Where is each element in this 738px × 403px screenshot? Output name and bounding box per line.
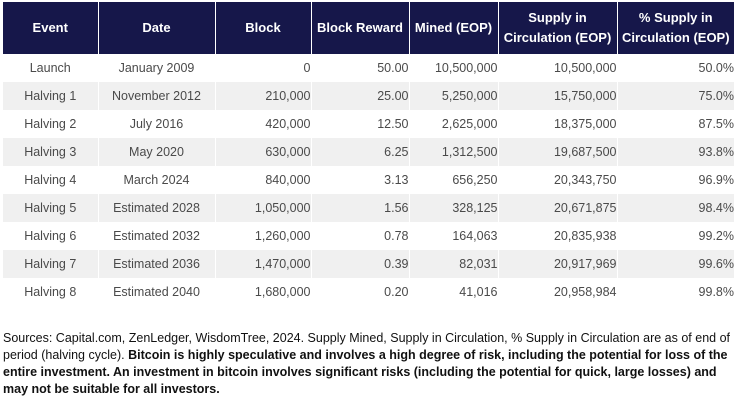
block-reward-cell: 12.50: [311, 110, 410, 138]
block-reward-cell: 6.25: [311, 138, 410, 166]
date-cell: March 2024: [98, 166, 216, 194]
date-cell: July 2016: [98, 110, 216, 138]
mined-cell: 328,125: [409, 194, 499, 222]
date-cell: January 2009: [98, 54, 216, 82]
header-row: Event Date Block Block Reward Mined (EOP) Sup…: [3, 2, 734, 54]
block-reward-cell: 25.00: [311, 82, 410, 110]
event-cell: Halving 5: [3, 194, 99, 222]
supply-cell: 15,750,000: [498, 82, 618, 110]
event-cell: Halving 2: [3, 110, 99, 138]
table-row: Halving 3 May 2020 630,000 6.25 1,312,500 19,…: [3, 138, 734, 166]
block-reward-cell: 0.20: [311, 278, 410, 306]
table-row: Halving 6 Estimated 2032 1,260,000 0.78 164,…: [3, 222, 734, 250]
event-cell: Halving 8: [3, 278, 99, 306]
block-reward-cell: 1.56: [311, 194, 410, 222]
footnote: Sources: Capital.com, ZenLedger, WisdomT…: [3, 330, 736, 398]
date-cell: May 2020: [98, 138, 216, 166]
pct-supply-cell: 99.6%: [617, 250, 734, 278]
table-body: Launch January 2009 0 50.00 10,500,000 10,500…: [3, 54, 734, 306]
mined-cell: 82,031: [409, 250, 499, 278]
header-pct-supply: % Supply in Circulation (EOP): [617, 2, 734, 54]
pct-supply-cell: 50.0%: [617, 54, 734, 82]
header-block-reward: Block Reward: [311, 2, 410, 54]
mined-cell: 5,250,000: [409, 82, 499, 110]
pct-supply-cell: 99.2%: [617, 222, 734, 250]
supply-cell: 10,500,000: [498, 54, 618, 82]
block-cell: 1,050,000: [215, 194, 312, 222]
event-cell: Halving 4: [3, 166, 99, 194]
date-cell: Estimated 2040: [98, 278, 216, 306]
mined-cell: 1,312,500: [409, 138, 499, 166]
footnote-sources: Sources: Capital.com, ZenLedger, WisdomT…: [3, 331, 730, 362]
supply-cell: 18,375,000: [498, 110, 618, 138]
pct-supply-cell: 99.8%: [617, 278, 734, 306]
event-cell: Halving 3: [3, 138, 99, 166]
header-event: Event: [3, 2, 99, 54]
event-cell: Launch: [3, 54, 99, 82]
footnote-disclaimer: Bitcoin is highly speculative and involv…: [3, 348, 728, 396]
block-cell: 1,470,000: [215, 250, 312, 278]
event-cell: Halving 6: [3, 222, 99, 250]
pct-supply-cell: 96.9%: [617, 166, 734, 194]
table-header: Event Date Block Block Reward Mined (EOP) Sup…: [3, 2, 734, 54]
supply-cell: 20,835,938: [498, 222, 618, 250]
date-cell: November 2012: [98, 82, 216, 110]
block-cell: 210,000: [215, 82, 312, 110]
block-cell: 630,000: [215, 138, 312, 166]
block-reward-cell: 0.78: [311, 222, 410, 250]
block-cell: 0: [215, 54, 312, 82]
event-cell: Halving 7: [3, 250, 99, 278]
supply-cell: 19,687,500: [498, 138, 618, 166]
header-mined: Mined (EOP): [409, 2, 499, 54]
date-cell: Estimated 2036: [98, 250, 216, 278]
mined-cell: 2,625,000: [409, 110, 499, 138]
block-cell: 1,680,000: [215, 278, 312, 306]
block-cell: 420,000: [215, 110, 312, 138]
table-row: Halving 4 March 2024 840,000 3.13 656,250 20,…: [3, 166, 734, 194]
mined-cell: 164,063: [409, 222, 499, 250]
table-row: Halving 7 Estimated 2036 1,470,000 0.39 82,0…: [3, 250, 734, 278]
block-reward-cell: 50.00: [311, 54, 410, 82]
date-cell: Estimated 2028: [98, 194, 216, 222]
pct-supply-cell: 98.4%: [617, 194, 734, 222]
date-cell: Estimated 2032: [98, 222, 216, 250]
block-reward-cell: 0.39: [311, 250, 410, 278]
supply-cell: 20,343,750: [498, 166, 618, 194]
pct-supply-cell: 75.0%: [617, 82, 734, 110]
pct-supply-cell: 93.8%: [617, 138, 734, 166]
mined-cell: 10,500,000: [409, 54, 499, 82]
table-row: Halving 8 Estimated 2040 1,680,000 0.20 41,0…: [3, 278, 734, 306]
header-supply: Supply in Circulation (EOP): [498, 2, 618, 54]
block-cell: 1,260,000: [215, 222, 312, 250]
table-row: Halving 5 Estimated 2028 1,050,000 1.56 328,…: [3, 194, 734, 222]
event-cell: Halving 1: [3, 82, 99, 110]
header-block: Block: [215, 2, 312, 54]
supply-cell: 20,671,875: [498, 194, 618, 222]
block-cell: 840,000: [215, 166, 312, 194]
table-row: Launch January 2009 0 50.00 10,500,000 10,500…: [3, 54, 734, 82]
mined-cell: 656,250: [409, 166, 499, 194]
table-row: Halving 2 July 2016 420,000 12.50 2,625,000 1…: [3, 110, 734, 138]
supply-cell: 20,917,969: [498, 250, 618, 278]
block-reward-cell: 3.13: [311, 166, 410, 194]
header-date: Date: [98, 2, 216, 54]
pct-supply-cell: 87.5%: [617, 110, 734, 138]
mined-cell: 41,016: [409, 278, 499, 306]
table-row: Halving 1 November 2012 210,000 25.00 5,250,…: [3, 82, 734, 110]
bitcoin-halving-table: Event Date Block Block Reward Mined (EOP) Sup…: [3, 2, 734, 306]
supply-cell: 20,958,984: [498, 278, 618, 306]
